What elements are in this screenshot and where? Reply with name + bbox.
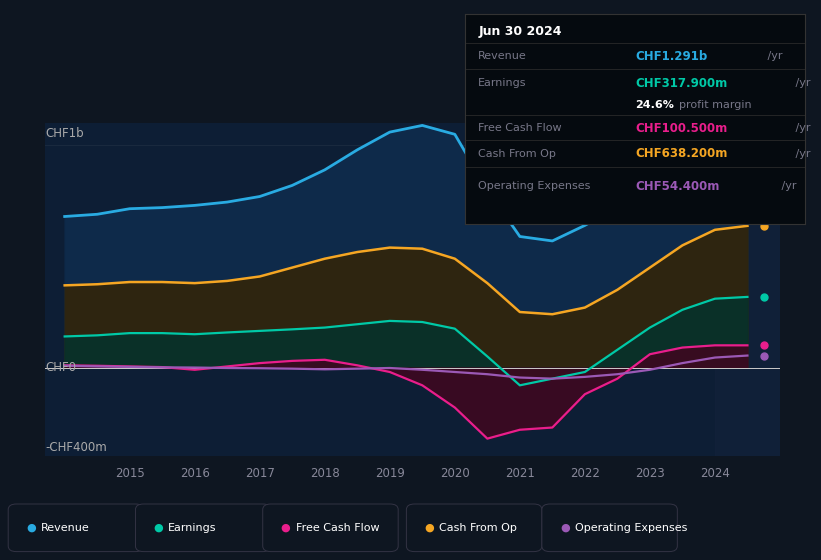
Text: ●: ● [560,523,570,533]
Text: CHF100.500m: CHF100.500m [635,122,727,135]
Text: /yr: /yr [778,181,796,191]
Text: Jun 30 2024: Jun 30 2024 [479,25,562,38]
Text: ●: ● [424,523,434,533]
Text: profit margin: profit margin [679,100,752,110]
Bar [715,123,780,456]
Text: -CHF400m: -CHF400m [45,441,107,454]
Text: CHF317.900m: CHF317.900m [635,77,727,90]
Text: ●: ● [281,523,291,533]
Text: Operating Expenses: Operating Expenses [575,523,687,533]
Text: CHF1.291b: CHF1.291b [635,49,708,63]
Text: Free Cash Flow: Free Cash Flow [479,123,562,133]
Text: ●: ● [154,523,163,533]
Text: Free Cash Flow: Free Cash Flow [296,523,379,533]
Text: /yr: /yr [792,78,811,88]
Text: CHF638.200m: CHF638.200m [635,147,727,160]
Text: Earnings: Earnings [168,523,217,533]
Text: CHF54.400m: CHF54.400m [635,180,719,193]
Text: Cash From Op: Cash From Op [479,148,556,158]
Text: Operating Expenses: Operating Expenses [479,181,590,191]
Text: Revenue: Revenue [41,523,89,533]
Text: /yr: /yr [764,51,782,61]
Text: Earnings: Earnings [479,78,527,88]
Text: ●: ● [26,523,36,533]
Text: CHF0: CHF0 [45,361,76,374]
Text: 24.6%: 24.6% [635,100,674,110]
Text: Revenue: Revenue [479,51,527,61]
Text: CHF1b: CHF1b [45,127,84,140]
Text: /yr: /yr [792,123,811,133]
Text: /yr: /yr [792,148,811,158]
Text: Cash From Op: Cash From Op [439,523,517,533]
